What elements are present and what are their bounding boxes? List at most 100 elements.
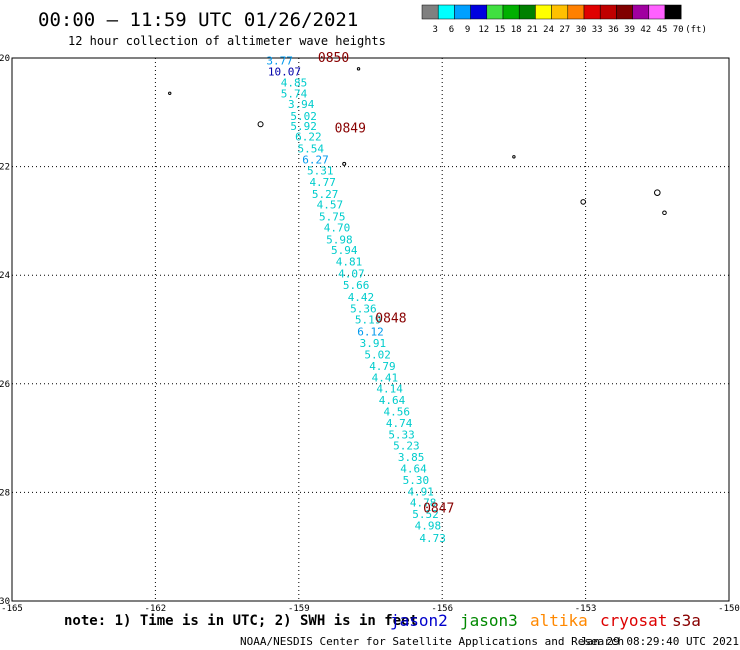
colorbar-label: 21	[527, 25, 538, 35]
colorbar-label: 3	[432, 25, 437, 35]
island-marker	[654, 189, 661, 196]
wave-height-value: 4.42	[348, 291, 375, 304]
pass-time-label: 0847	[423, 502, 454, 517]
wave-height-value: 5.31	[307, 164, 334, 177]
satellite-legend-s3a: s3a	[672, 611, 701, 630]
satellite-legend-altika: altika	[530, 611, 588, 630]
wave-height-value: 4.91	[407, 485, 434, 498]
colorbar-swatch	[454, 4, 471, 20]
colorbar-label: 36	[608, 25, 619, 35]
island-marker	[168, 91, 172, 95]
y-axis-ticks: -20 -22 -24 -26 -28 -30	[0, 54, 10, 607]
colorbar-label: 33	[592, 25, 603, 35]
wave-height-value: 6.22	[295, 131, 322, 144]
plot-area: 3.7710.074.855.743.945.025.926.225.546.2…	[11, 51, 730, 602]
wave-height-value: 5.33	[388, 428, 415, 441]
colorbar-swatch	[632, 4, 650, 20]
colorbar-swatch	[664, 4, 682, 20]
wave-height-value: 3.85	[398, 451, 425, 464]
colorbar-label: 45	[657, 25, 668, 35]
colorbar-label: 24	[543, 25, 554, 35]
time-labels: 0850 0849 0848 0847	[318, 51, 454, 517]
wave-height-value: 4.81	[336, 256, 363, 269]
colorbar-swatch	[421, 4, 439, 20]
wave-height-value: 3.94	[288, 98, 315, 111]
island-marker	[662, 210, 667, 216]
x-tick-label: -156	[431, 604, 453, 614]
wave-height-value: 3.77	[266, 55, 293, 68]
wave-height-value: 4.73	[419, 532, 446, 545]
colorbar-swatch	[502, 4, 520, 20]
satellite-legend: jason2 jason3 altika cryosat s3a	[390, 611, 701, 630]
y-tick-label: -24	[0, 271, 10, 281]
color-scale-legend: 3 6 9 12 15 18 21 24 27 30 33 36 39 42 45 70 (ft)	[421, 4, 707, 35]
island-marker	[342, 161, 347, 166]
wave-height-value: 4.56	[384, 405, 411, 418]
wave-height-value: 5.94	[331, 244, 358, 257]
wave-height-value: 4.79	[369, 360, 396, 373]
island-marker	[356, 67, 361, 71]
wave-height-value: 4.64	[400, 463, 427, 476]
island-marker	[580, 199, 587, 205]
wave-height-value: 4.57	[317, 199, 344, 212]
wave-height-value: 4.74	[386, 417, 413, 430]
pass-time-label: 0848	[375, 312, 406, 327]
grid-lines	[12, 58, 729, 601]
wave-height-value: 10.07	[268, 66, 301, 79]
y-tick-label: -26	[0, 380, 10, 390]
wave-height-value: 5.52	[412, 508, 439, 521]
x-tick-label: -159	[288, 604, 310, 614]
pass-time-label: 0849	[335, 122, 366, 137]
wave-height-value: 5.23	[393, 440, 420, 453]
wave-height-value: 5.98	[326, 233, 353, 246]
plot-frame	[11, 57, 730, 602]
colorbar-label: 39	[624, 25, 635, 35]
island-marker	[257, 121, 264, 128]
wave-height-value: 4.07	[338, 268, 365, 281]
wave-height-value: 4.14	[376, 383, 403, 396]
colorbar-swatch	[567, 4, 585, 20]
colorbar-label: 27	[559, 25, 570, 35]
island-outlines	[168, 67, 667, 216]
colorbar-label: 70	[673, 25, 684, 35]
satellite-legend-jason3: jason3	[460, 611, 518, 630]
wave-height-value: 4.70	[324, 221, 351, 234]
colorbar-label: 6	[449, 25, 454, 35]
colorbar-label: 15	[495, 25, 506, 35]
wave-height-value: 6.27	[302, 154, 329, 167]
colorbar-swatch	[648, 4, 666, 20]
x-tick-label: -162	[145, 604, 167, 614]
wave-height-value: 5.92	[290, 120, 317, 133]
satellite-legend-jason2: jason2	[390, 611, 448, 630]
colorbar-swatch	[551, 4, 569, 20]
wave-height-value: 4.78	[410, 497, 437, 510]
wave-height-value: 5.75	[319, 211, 346, 224]
wave-height-value: 5.54	[298, 143, 325, 156]
x-tick-label: -165	[1, 604, 23, 614]
wave-height-value: 4.41	[372, 371, 399, 384]
chart-subtitle: 12 hour collection of altimeter wave hei…	[68, 34, 386, 48]
wave-height-value: 5.66	[343, 279, 370, 292]
wave-height-value: 5.19	[355, 314, 382, 327]
chart-title: 00:00 – 11:59 UTC 01/26/2021	[38, 9, 358, 31]
x-tick-label: -153	[575, 604, 597, 614]
pass-time-label: 0850	[318, 51, 349, 66]
colorbar-swatch	[518, 4, 536, 20]
y-tick-label: -22	[0, 163, 10, 173]
satellite-legend-cryosat: cryosat	[600, 611, 667, 630]
y-tick-label: -20	[0, 54, 10, 64]
colorbar-label: 30	[576, 25, 587, 35]
colorbar-label: 12	[478, 25, 489, 35]
wave-height-value: 3.91	[360, 337, 387, 350]
x-axis-ticks: -165 -162 -159 -156 -153 -150	[1, 604, 740, 614]
colorbar-swatch	[616, 4, 633, 20]
wave-height-value: 5.30	[403, 474, 430, 487]
colorbar-unit: (ft)	[685, 25, 707, 35]
wave-height-value: 5.74	[281, 87, 308, 100]
colorbar-label: 9	[465, 25, 470, 35]
note-text: note: 1) Time is in UTC; 2) SWH is in fe…	[64, 613, 418, 629]
colorbar-swatch	[535, 4, 552, 20]
colorbar-swatch	[437, 4, 455, 20]
colorbar-swatch	[470, 4, 488, 20]
